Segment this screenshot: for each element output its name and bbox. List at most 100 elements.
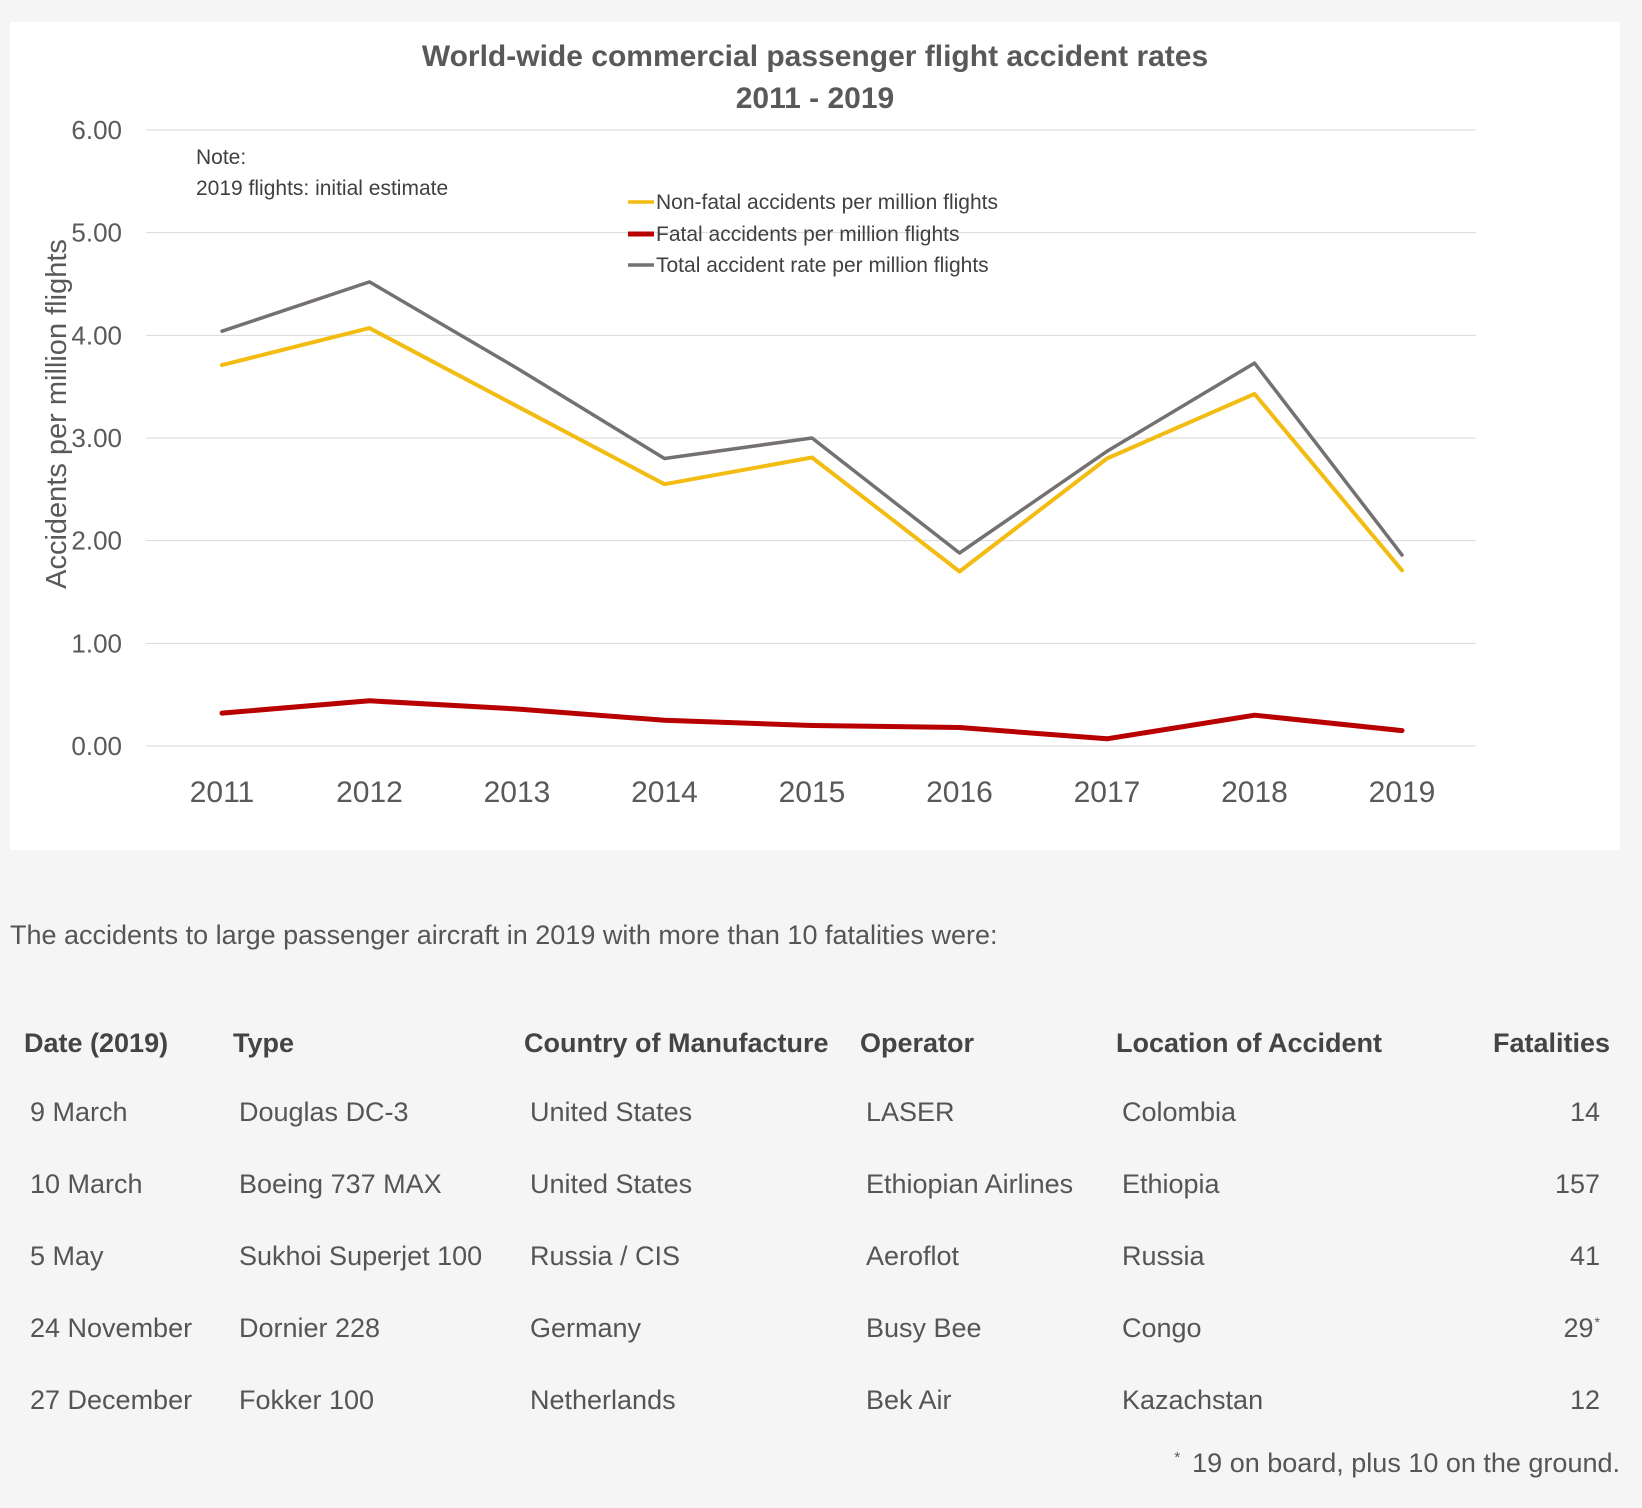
cell-type: Dornier 228 — [239, 1312, 381, 1343]
fatalities-value: 12 — [1569, 1384, 1600, 1415]
cell-fatalities: 41 — [1410, 1220, 1620, 1292]
header-type: Type — [233, 1027, 295, 1058]
data-point — [811, 457, 813, 459]
fatalities-value: 157 — [1554, 1168, 1600, 1199]
cell-location: Ethiopia — [1122, 1168, 1220, 1199]
data-point — [1106, 458, 1108, 460]
cell-operator: Bek Air — [866, 1384, 952, 1415]
footnote-mark: * — [1174, 1449, 1181, 1466]
y-axis-label: Accidents per million flights — [41, 239, 73, 589]
x-tick-label: 2014 — [631, 776, 698, 809]
table-header-row: Date (2019) Type Country of Manufacture … — [14, 1010, 1620, 1076]
data-point — [369, 327, 370, 329]
data-point — [1254, 714, 1255, 716]
cell-date: 5 May — [30, 1240, 104, 1271]
legend-label: Non-fatal accidents per million flights — [656, 191, 998, 214]
y-tick-label: 1.00 — [71, 628, 122, 658]
y-tick-label: 3.00 — [71, 423, 122, 453]
cell-date: 24 November — [30, 1312, 193, 1343]
x-tick-label: 2013 — [484, 776, 551, 809]
table-row: 5 May Sukhoi Superjet 100 Russia / CIS A… — [14, 1220, 1620, 1292]
x-tick-label: 2015 — [779, 776, 846, 809]
table-row: 10 March Boeing 737 MAX United States Et… — [14, 1148, 1620, 1220]
x-tick-label: 2012 — [336, 776, 403, 809]
accidents-table: Date (2019) Type Country of Manufacture … — [14, 1010, 1620, 1436]
legend-label: Fatal accidents per million flights — [656, 223, 959, 246]
data-point — [664, 483, 665, 485]
data-point — [1254, 393, 1255, 395]
cell-country: Germany — [530, 1312, 642, 1343]
data-point — [221, 712, 223, 714]
data-point — [221, 330, 223, 332]
cell-date: 9 March — [30, 1096, 128, 1127]
cell-type: Fokker 100 — [239, 1384, 375, 1415]
cell-fatalities: 29* — [1410, 1292, 1620, 1364]
cell-type: Boeing 737 MAX — [239, 1168, 442, 1199]
cell-country: Netherlands — [530, 1384, 676, 1415]
data-point — [1106, 450, 1108, 452]
header-location: Location of Accident — [1116, 1027, 1383, 1058]
series-line — [220, 326, 1404, 574]
data-point — [369, 700, 370, 702]
cell-country: Russia / CIS — [530, 1240, 681, 1271]
data-point — [516, 405, 518, 407]
y-tick-label: 2.00 — [71, 526, 122, 556]
cell-date: 27 December — [30, 1384, 193, 1415]
y-tick-label: 6.00 — [71, 115, 122, 145]
header-country: Country of Manufacture — [524, 1027, 829, 1058]
cell-country: United States — [530, 1168, 693, 1199]
cell-operator: Aeroflot — [866, 1240, 960, 1271]
chart-panel: World-wide commercial passenger flight a… — [10, 22, 1620, 850]
x-tick-label: 2018 — [1221, 776, 1288, 809]
data-point — [1106, 738, 1108, 740]
series-line — [220, 280, 1404, 557]
data-point — [959, 727, 960, 729]
y-tick-label: 5.00 — [71, 218, 122, 248]
data-point — [221, 364, 223, 366]
chart-title-line-2: 2011 - 2019 — [736, 82, 894, 115]
data-point — [516, 708, 518, 710]
cell-location: Congo — [1122, 1312, 1202, 1343]
data-point — [811, 724, 813, 726]
header-operator: Operator — [860, 1027, 975, 1058]
y-tick-label: 0.00 — [71, 731, 122, 761]
fatalities-value: 29 — [1563, 1312, 1594, 1343]
cell-type: Sukhoi Superjet 100 — [239, 1240, 483, 1271]
fatalities-value: 41 — [1569, 1240, 1600, 1271]
data-point — [1401, 730, 1403, 732]
data-point — [664, 458, 665, 460]
header-fatalities: Fatalities — [1492, 1027, 1610, 1058]
chart-title-line-1: World-wide commercial passenger flight a… — [422, 40, 1208, 73]
header-date: Date (2019) — [24, 1027, 169, 1058]
cell-location: Colombia — [1122, 1096, 1237, 1127]
table-row: 24 November Dornier 228 Germany Busy Bee… — [14, 1292, 1620, 1364]
intro-text: The accidents to large passenger aircraf… — [10, 920, 998, 950]
series-line — [219, 698, 1405, 742]
table-row: 27 December Fokker 100 Netherlands Bek A… — [14, 1364, 1620, 1436]
legend-label: Total accident rate per million flights — [656, 254, 989, 277]
cell-fatalities: 157 — [1410, 1148, 1620, 1220]
cell-operator: Busy Bee — [866, 1312, 982, 1343]
x-tick-label: 2011 — [190, 776, 255, 809]
data-point — [369, 281, 370, 283]
line-chart: World-wide commercial passenger flight a… — [41, 40, 1476, 809]
footnote-text: 19 on board, plus 10 on the ground. — [1192, 1448, 1620, 1478]
data-point — [1401, 569, 1403, 571]
cell-date: 10 March — [30, 1168, 143, 1199]
x-tick-label: 2017 — [1074, 776, 1141, 809]
footnote: * 19 on board, plus 10 on the ground. — [1174, 1448, 1620, 1479]
note-label: Note: — [196, 146, 246, 169]
cell-operator: Ethiopian Airlines — [866, 1168, 1074, 1199]
data-point — [1401, 554, 1403, 556]
table-row: 9 March Douglas DC-3 United States LASER… — [14, 1076, 1620, 1148]
fatalities-value: 14 — [1569, 1096, 1600, 1127]
cell-operator: LASER — [866, 1096, 955, 1127]
data-point — [664, 719, 665, 721]
data-point — [1254, 362, 1255, 364]
x-tick-label: 2016 — [926, 776, 993, 809]
x-tick-label: 2019 — [1369, 776, 1436, 809]
cell-type: Douglas DC-3 — [239, 1096, 409, 1127]
data-point — [959, 570, 960, 572]
data-point — [516, 367, 518, 369]
cell-location: Russia — [1122, 1240, 1205, 1271]
